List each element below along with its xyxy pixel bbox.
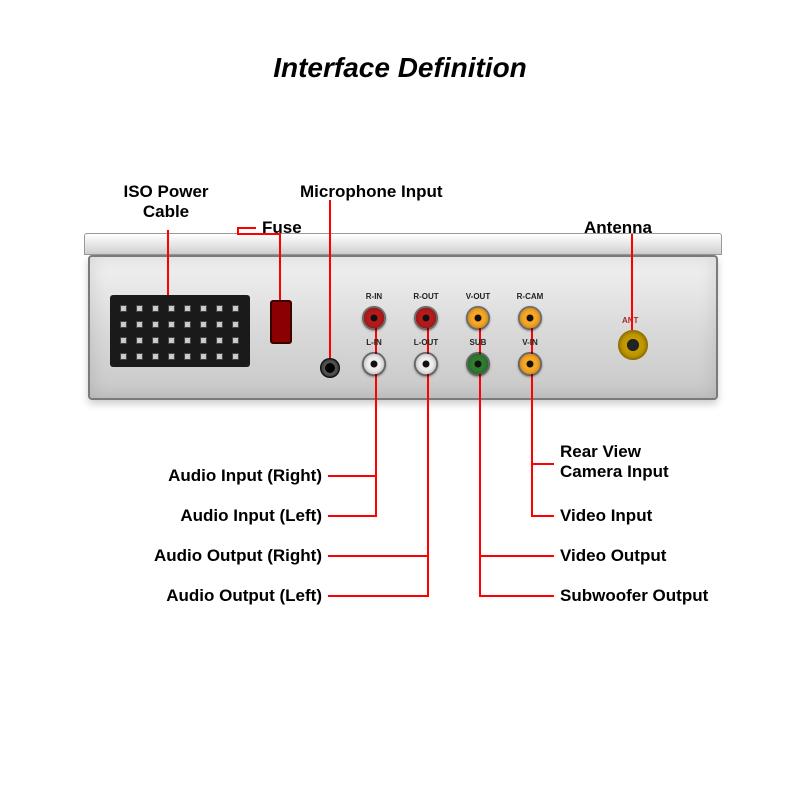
iso-pin (120, 337, 127, 344)
iso-power-connector (110, 295, 250, 367)
rca-tiny-label-r_cam: R-CAM (510, 292, 550, 301)
rca-tiny-label-r_in: R-IN (354, 292, 394, 301)
label-iso: ISO PowerCable (46, 182, 286, 222)
iso-pin (168, 321, 175, 328)
rca-l_in (362, 352, 386, 376)
label-mic: Microphone Input (300, 182, 443, 202)
rca-tiny-label-l_in: L-IN (354, 338, 394, 347)
iso-pin (232, 305, 239, 312)
label-rcam: Rear ViewCamera Input (560, 442, 669, 482)
label-vin: Video Input (560, 506, 652, 526)
iso-pin (168, 337, 175, 344)
antenna-connector (618, 330, 648, 360)
rca-r_out (414, 306, 438, 330)
iso-pin (152, 305, 159, 312)
diagram-canvas: Interface Definition ANT R-IN R-OUT V-OUT R… (0, 0, 800, 800)
iso-pin (232, 337, 239, 344)
label-ain_r: Audio Input (Right) (168, 466, 322, 486)
iso-pin (120, 305, 127, 312)
label-aout_r: Audio Output (Right) (154, 546, 322, 566)
iso-pin (216, 353, 223, 360)
fuse-holder (270, 300, 292, 344)
rca-sub (466, 352, 490, 376)
iso-pin (184, 353, 191, 360)
iso-pin (152, 337, 159, 344)
label-ant: Antenna (584, 218, 652, 238)
rca-tiny-label-v_out: V-OUT (458, 292, 498, 301)
iso-pin (200, 321, 207, 328)
iso-pin (136, 321, 143, 328)
iso-pin (136, 337, 143, 344)
rca-v_in (518, 352, 542, 376)
page-title: Interface Definition (0, 52, 800, 84)
iso-pin (120, 353, 127, 360)
rca-r_cam (518, 306, 542, 330)
iso-pin (168, 353, 175, 360)
rca-tiny-label-l_out: L-OUT (406, 338, 446, 347)
label-sub: Subwoofer Output (560, 586, 708, 606)
iso-pin (136, 305, 143, 312)
microphone-jack (320, 358, 340, 378)
label-vout: Video Output (560, 546, 666, 566)
iso-pin (232, 353, 239, 360)
iso-pin (200, 305, 207, 312)
iso-pin (216, 305, 223, 312)
iso-pin (168, 305, 175, 312)
rca-tiny-label-r_out: R-OUT (406, 292, 446, 301)
iso-pin (152, 321, 159, 328)
iso-pin (136, 353, 143, 360)
iso-pin (232, 321, 239, 328)
rca-r_in (362, 306, 386, 330)
antenna-tiny-label: ANT (622, 316, 638, 325)
label-ain_l: Audio Input (Left) (180, 506, 322, 526)
rca-l_out (414, 352, 438, 376)
iso-pin (200, 353, 207, 360)
rca-v_out (466, 306, 490, 330)
iso-pin (184, 321, 191, 328)
rca-tiny-label-v_in: V-IN (510, 338, 550, 347)
label-aout_l: Audio Output (Left) (166, 586, 322, 606)
iso-pin (216, 321, 223, 328)
rca-tiny-label-sub: SUB (458, 338, 498, 347)
callout-lines (0, 0, 800, 800)
iso-pin (184, 305, 191, 312)
iso-pin (120, 321, 127, 328)
iso-pin (152, 353, 159, 360)
iso-pin (184, 337, 191, 344)
iso-pin (216, 337, 223, 344)
iso-pin (200, 337, 207, 344)
label-fuse: Fuse (262, 218, 302, 238)
